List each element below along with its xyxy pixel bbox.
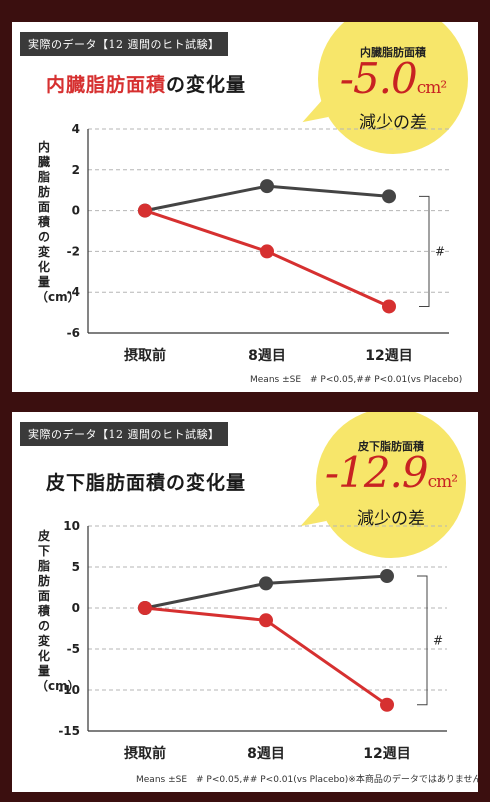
data-point (380, 697, 394, 712)
data-point (382, 299, 396, 314)
data-point (259, 613, 273, 628)
y-tick-label: -2 (67, 244, 80, 258)
y-tick-label: 2 (72, 163, 80, 177)
y-tick-label: -10 (58, 683, 80, 697)
significance-mark: # (433, 633, 443, 647)
x-tick-label: 摂取前 (124, 347, 166, 364)
data-point (260, 244, 274, 259)
y-tick-label: -15 (58, 724, 80, 738)
significance-bracket (419, 195, 430, 307)
statistics-note: Means ±SE # P<0.05,## P<0.01(vs Placebo)… (136, 775, 478, 785)
y-tick-label: -4 (67, 285, 80, 299)
subcutaneous-fat-chart: 10 5 0 -5 -10 -15 摂取前 8週目 12週目 # (58, 519, 447, 762)
x-tick-label: 8週目 (248, 348, 286, 364)
chart-title-rest: の変化量 (166, 74, 247, 96)
y-tick-label: 5 (72, 560, 80, 574)
bubble-heading: 内臓脂肪面積 (360, 46, 426, 59)
y-tick-label: -5 (67, 642, 80, 656)
chart-title: 皮下脂肪面積の変化量 (46, 468, 246, 495)
chart-title: 内臓脂肪面積の変化量 (46, 70, 246, 97)
data-point (138, 203, 152, 218)
data-point (380, 569, 394, 584)
bubble-value: -12.9 (324, 448, 429, 497)
bubble-value: -5.0 (339, 54, 418, 103)
y-tick-label: 0 (72, 204, 80, 218)
data-point (138, 601, 152, 615)
chart-title-accent: 内臓脂肪面積 (46, 74, 167, 96)
bubble-footer: 減少の差 (357, 509, 425, 529)
result-bubble: 皮下脂肪面積 -12.9cm² 減少の差 (295, 412, 466, 558)
bubble-heading: 皮下脂肪面積 (358, 440, 424, 453)
data-point (382, 189, 396, 204)
significance-mark: # (435, 244, 445, 258)
bubble-value-line: -12.9cm² (316, 448, 466, 497)
bubble-unit: cm² (416, 78, 447, 98)
bubble-unit: cm² (427, 472, 458, 492)
y-tick-label: 10 (63, 519, 80, 533)
y-tick-label: 0 (72, 601, 80, 615)
x-tick-label: 12週目 (365, 348, 412, 364)
data-point (259, 576, 273, 591)
x-tick-label: 12週目 (363, 746, 410, 762)
y-tick-label: -6 (67, 326, 80, 340)
result-bubble: 内臓脂肪面積 -5.0cm² 減少の差 (297, 22, 468, 154)
bubble-value-line: -5.0cm² (318, 54, 468, 103)
data-source-tag: 実際のデータ【12 週間のヒト試験】 (20, 422, 228, 446)
significance-bracket (417, 575, 428, 706)
statistics-note: Means ±SE # P<0.05,## P<0.01(vs Placebo) (250, 375, 463, 385)
subcutaneous-fat-panel: 実際のデータ【12 週間のヒト試験】 皮下脂肪面積の変化量 皮下脂肪面積 -12… (12, 412, 478, 792)
data-source-tag: 実際のデータ【12 週間のヒト試験】 (20, 32, 228, 56)
bubble-footer: 減少の差 (359, 113, 427, 133)
visceral-fat-panel: 実際のデータ【12 週間のヒト試験】 内臓脂肪面積の変化量 内臓脂肪面積 -5.… (12, 22, 478, 392)
x-tick-label: 8週目 (247, 746, 285, 762)
chart-title-rest: 皮下脂肪面積の変化量 (46, 472, 247, 494)
visceral-fat-chart: 4 2 0 -2 -4 -6 摂取前 8週目 12週目 # (67, 122, 449, 364)
data-point (260, 179, 274, 194)
y-tick-label: 4 (72, 122, 80, 136)
x-tick-label: 摂取前 (124, 745, 166, 762)
